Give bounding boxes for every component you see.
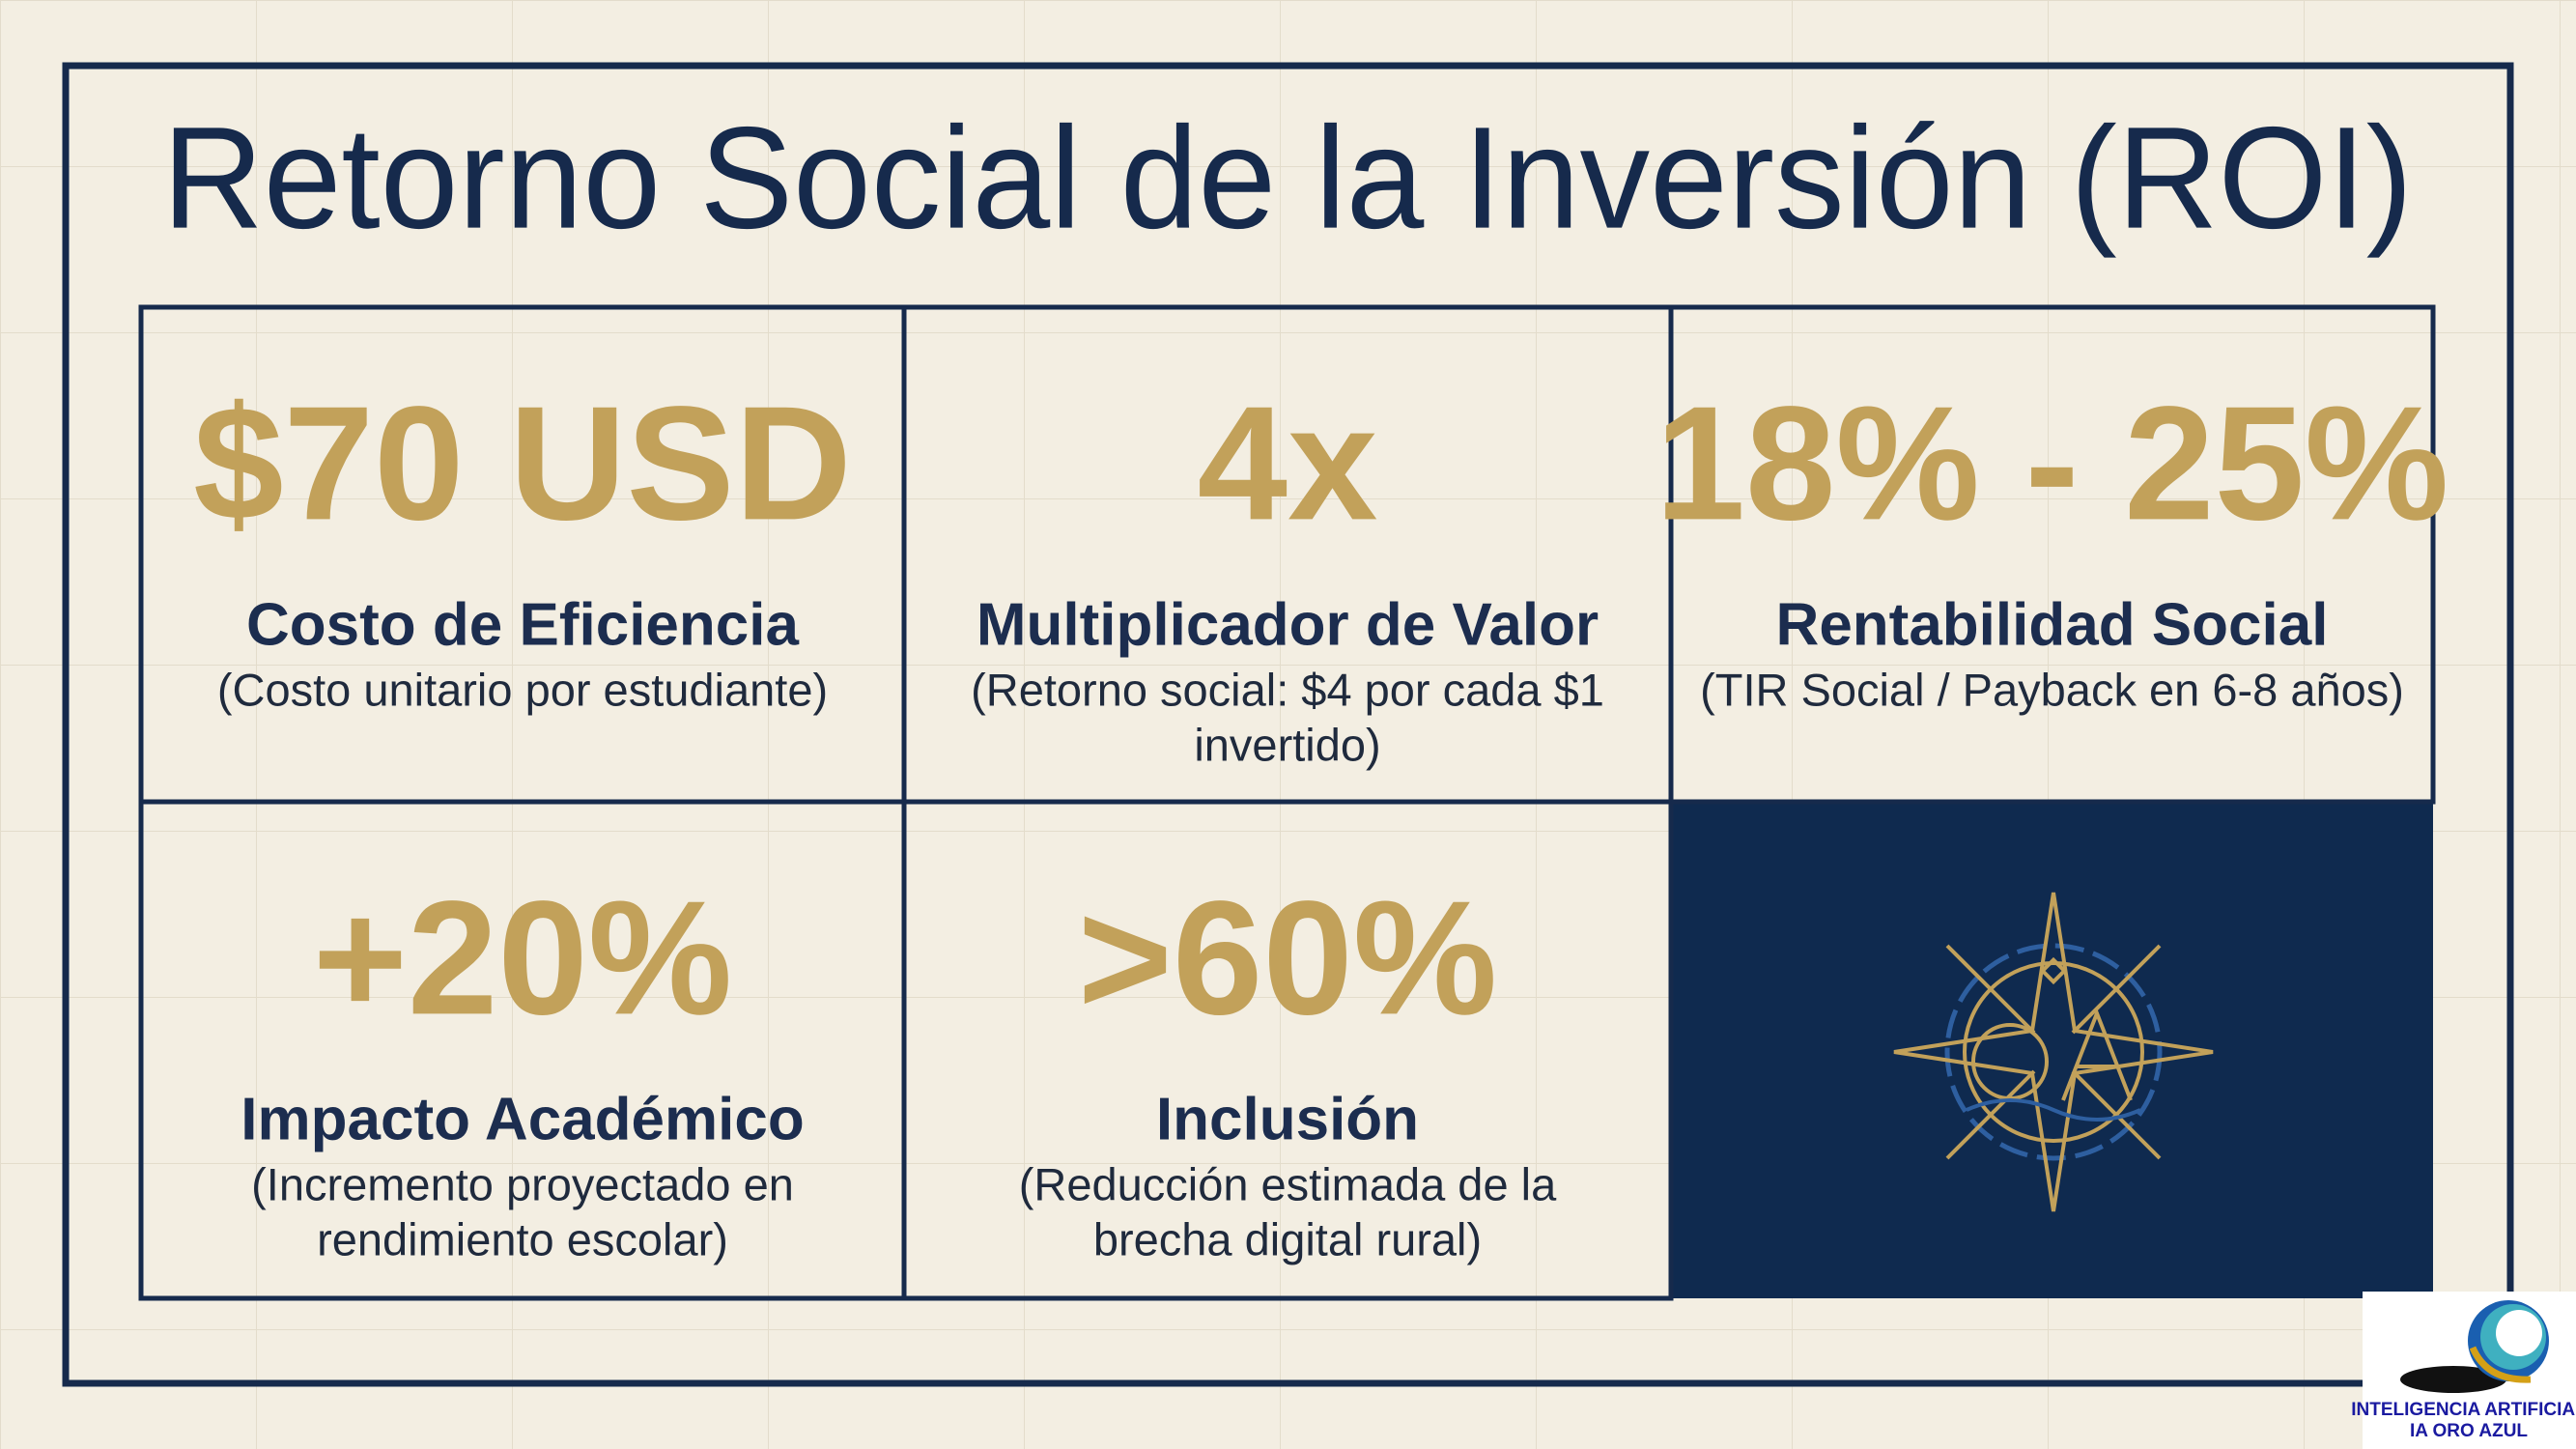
card-description: invertido)	[1194, 719, 1380, 770]
card-metric: >60%	[1078, 867, 1497, 1048]
card-description: (TIR Social / Payback en 6-8 años)	[1700, 664, 2404, 715]
title: Retorno Social de la Inversión (ROI)	[162, 97, 2413, 259]
card-description: (Reducción estimada de la	[1019, 1158, 1557, 1209]
card-label: Rentabilidad Social	[1776, 591, 2329, 658]
card-description: (Costo unitario por estudiante)	[217, 664, 828, 715]
card-label: Costo de Eficiencia	[246, 591, 799, 658]
card-description: rendimiento escolar)	[317, 1213, 728, 1264]
card-metric: 18% - 25%	[1656, 372, 2449, 554]
card	[901, 799, 1674, 1301]
card-description: (Incremento proyectado en	[251, 1158, 794, 1209]
outer-frame	[62, 62, 2514, 1387]
card-description: brecha digital rural)	[1093, 1213, 1482, 1264]
card-metric: 4x	[1198, 372, 1378, 554]
card-label: Inclusión	[1156, 1086, 1419, 1152]
logo-mark	[2400, 1300, 2549, 1393]
emblem-panel	[1671, 802, 2433, 1298]
card-metric: $70 USD	[193, 372, 852, 554]
logo-line2: IA ORO AZUL	[2410, 1421, 2528, 1441]
logo-line1: INTELIGENCIA ARTIFICIAL	[2351, 1400, 2576, 1420]
card-label: Impacto Académico	[241, 1086, 804, 1152]
card-label: Multiplicador de Valor	[977, 591, 1599, 658]
card-description: (Retorno social: $4 por cada $1	[971, 664, 1604, 715]
card	[1668, 304, 2436, 805]
emblem	[1893, 892, 2214, 1212]
card-metric: +20%	[313, 867, 732, 1048]
